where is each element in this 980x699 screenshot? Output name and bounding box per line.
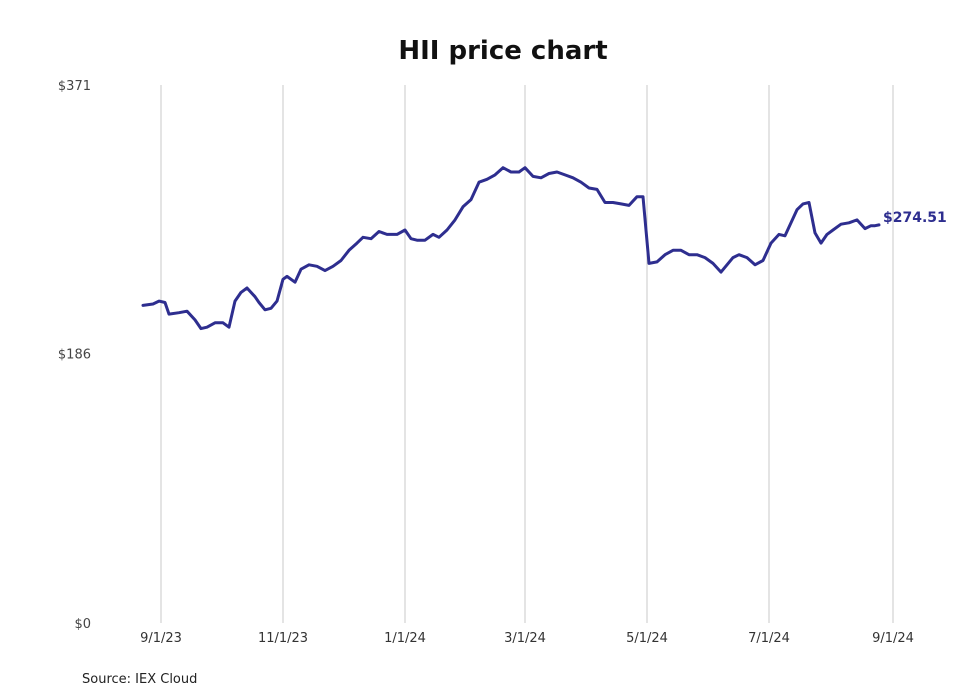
chart-title: HII price chart <box>398 36 607 66</box>
x-tick-label: 11/1/23 <box>258 631 308 646</box>
y-tick-label: $186 <box>58 347 91 362</box>
x-tick-label: 9/1/23 <box>140 631 182 646</box>
y-tick-label: $371 <box>58 79 91 94</box>
x-axis-ticks: 9/1/23 11/1/23 1/1/24 3/1/24 5/1/24 7/1/24 9/1… <box>140 631 914 646</box>
x-tick-label: 5/1/24 <box>626 631 668 646</box>
gridlines <box>160 85 894 623</box>
x-tick-label: 9/1/24 <box>872 631 914 646</box>
y-tick-label: $0 <box>74 617 91 632</box>
x-tick-label: 7/1/24 <box>748 631 790 646</box>
x-tick-label: 1/1/24 <box>384 631 426 646</box>
last-price-label: $274.51 <box>883 210 947 226</box>
y-axis-ticks: $371 $186 $0 <box>58 79 91 632</box>
price-line <box>141 166 881 331</box>
source-note: Source: IEX Cloud <box>82 672 197 687</box>
x-tick-label: 3/1/24 <box>504 631 546 646</box>
